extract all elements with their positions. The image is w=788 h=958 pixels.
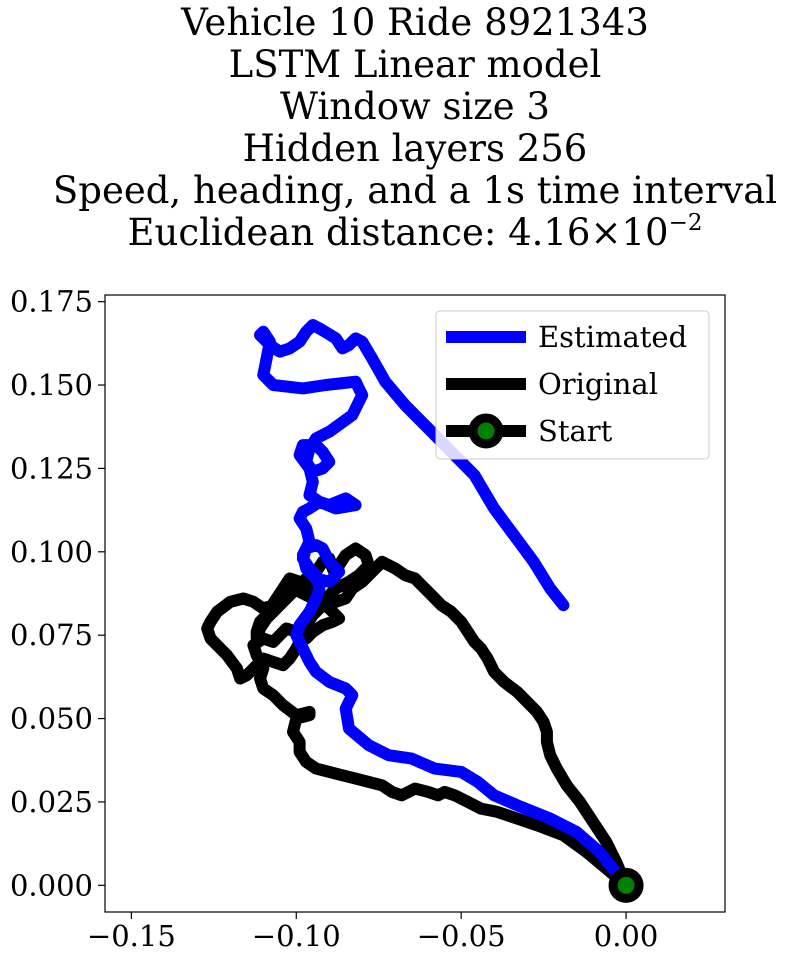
title-line-3: Window size 3 — [280, 85, 550, 128]
y-tick-label: 0.050 — [10, 702, 93, 736]
legend-label-estimated: Estimated — [538, 320, 687, 354]
title-line-1: Vehicle 10 Ride 8921343 — [181, 1, 649, 44]
distance-times: × — [590, 211, 622, 254]
y-tick-label: 0.025 — [10, 785, 93, 819]
distance-label: Euclidean distance: 4.16 — [127, 211, 591, 254]
y-axis: 0.000 0.025 0.050 0.075 0.100 0.125 0.150 0.175 — [10, 285, 105, 902]
x-axis: −0.15 −0.10 −0.05 0.00 — [87, 912, 658, 953]
series-layer — [201, 319, 633, 892]
y-tick-label: 0.100 — [10, 535, 93, 569]
chart-title: Vehicle 10 Ride 8921343 LSTM Linear mode… — [0, 2, 788, 259]
series-original-line — [201, 542, 633, 892]
y-tick-label: 0.175 — [10, 285, 93, 319]
distance-base: 10 — [621, 211, 669, 254]
legend: Estimated Original Start — [435, 310, 710, 460]
legend-label-start: Start — [538, 414, 613, 448]
legend-box — [435, 310, 710, 460]
x-tick-label: −0.05 — [417, 919, 506, 953]
x-tick-label: −0.15 — [87, 919, 176, 953]
marker-layer — [608, 867, 644, 903]
y-tick-label: 0.075 — [10, 618, 93, 652]
distance-exponent: −2 — [668, 210, 703, 236]
legend-label-original: Original — [538, 367, 658, 401]
title-line-5: Speed, heading, and a 1s time interval — [52, 169, 778, 212]
start-marker — [608, 867, 644, 903]
title-line-6: Euclidean distance: 4.16×10−2 — [0, 210, 788, 259]
y-tick-label: 0.125 — [10, 451, 93, 485]
legend-start-marker — [468, 413, 504, 449]
y-tick-label: 0.000 — [10, 868, 93, 902]
plot-frame — [104, 294, 726, 913]
title-line-4: Hidden layers 256 — [242, 127, 588, 170]
series-estimated-line — [254, 319, 633, 892]
title-line-2: LSTM Linear model — [228, 43, 602, 86]
y-tick-label: 0.150 — [10, 368, 93, 402]
x-tick-label: 0.00 — [594, 919, 659, 953]
x-tick-label: −0.10 — [252, 919, 341, 953]
